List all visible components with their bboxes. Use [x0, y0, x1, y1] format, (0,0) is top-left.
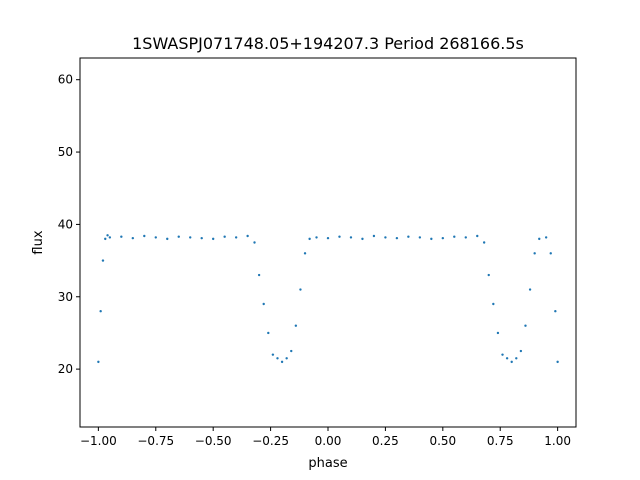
data-point [308, 237, 311, 241]
data-point [223, 235, 226, 238]
data-point [99, 310, 102, 313]
x-tick-label: 0.75 [487, 434, 514, 448]
data-points [97, 234, 559, 364]
data-point [104, 237, 107, 241]
data-point [280, 360, 284, 364]
y-tick-label: 40 [58, 217, 73, 231]
data-point [372, 234, 376, 238]
data-point [524, 324, 527, 327]
data-point [303, 252, 307, 255]
y-axis-label: flux [31, 230, 46, 254]
x-axis-ticks: −1.00 −0.75 −0.50 −0.25 0.00 0.25 0.50 0.75 1.00 [80, 427, 571, 448]
data-point [108, 236, 112, 239]
data-point [101, 259, 105, 262]
x-tick-label: 0.50 [429, 434, 456, 448]
data-point [556, 360, 559, 364]
data-point [315, 236, 318, 239]
data-point [528, 288, 532, 291]
data-point [267, 331, 270, 335]
data-point [505, 357, 509, 360]
data-point [533, 252, 536, 255]
data-point [143, 234, 146, 238]
data-point [262, 302, 265, 306]
data-point [496, 331, 500, 335]
data-point [349, 236, 353, 239]
data-point [211, 237, 215, 241]
data-point [246, 234, 249, 238]
data-point [154, 236, 157, 239]
data-point [200, 236, 203, 240]
data-point [453, 235, 456, 238]
data-point [166, 237, 169, 241]
data-point [234, 236, 238, 239]
data-point [189, 236, 192, 239]
data-point [487, 273, 490, 277]
data-point [430, 237, 433, 241]
data-point [271, 353, 275, 356]
data-point [515, 357, 518, 360]
data-point [549, 252, 552, 255]
data-point [554, 310, 557, 313]
y-tick-label: 60 [58, 73, 73, 87]
x-tick-label: 0.00 [315, 434, 342, 448]
data-point [510, 360, 513, 364]
data-point [538, 237, 541, 241]
chart-title: 1SWASPJ071748.05+194207.3 Period 268166.… [132, 34, 524, 53]
data-point [544, 236, 548, 239]
data-point [290, 349, 293, 353]
x-axis-label: phase [308, 456, 347, 471]
data-point [407, 235, 410, 238]
data-point [285, 357, 288, 360]
y-axis-ticks: 20 30 40 50 60 [58, 73, 80, 376]
data-point [257, 273, 261, 277]
data-point [177, 235, 180, 238]
data-point [492, 302, 495, 306]
data-point [384, 236, 387, 239]
x-tick-label: 0.25 [372, 434, 399, 448]
data-point [482, 241, 486, 244]
data-point [464, 236, 467, 239]
data-point [519, 349, 523, 353]
plot-frame [79, 57, 577, 428]
data-point [120, 235, 123, 238]
x-tick-label: 1.00 [544, 434, 571, 448]
data-point [97, 360, 100, 364]
x-tick-label: −1.00 [80, 434, 117, 448]
data-point [338, 235, 341, 238]
x-tick-label: −0.50 [195, 434, 232, 448]
x-tick-label: −0.25 [252, 434, 289, 448]
data-point [106, 234, 109, 237]
data-point [441, 236, 445, 240]
data-point [294, 324, 298, 327]
data-point [501, 353, 504, 356]
data-point [253, 241, 256, 244]
data-point [418, 236, 422, 239]
data-point [299, 288, 302, 291]
data-point [276, 357, 279, 360]
data-point [361, 237, 364, 241]
data-point [131, 236, 135, 240]
data-point [395, 236, 399, 240]
x-tick-label: −0.75 [137, 434, 174, 448]
data-point [326, 236, 330, 240]
data-point [476, 234, 479, 238]
y-tick-label: 20 [58, 362, 73, 376]
y-tick-label: 50 [58, 145, 73, 159]
y-tick-label: 30 [58, 290, 73, 304]
